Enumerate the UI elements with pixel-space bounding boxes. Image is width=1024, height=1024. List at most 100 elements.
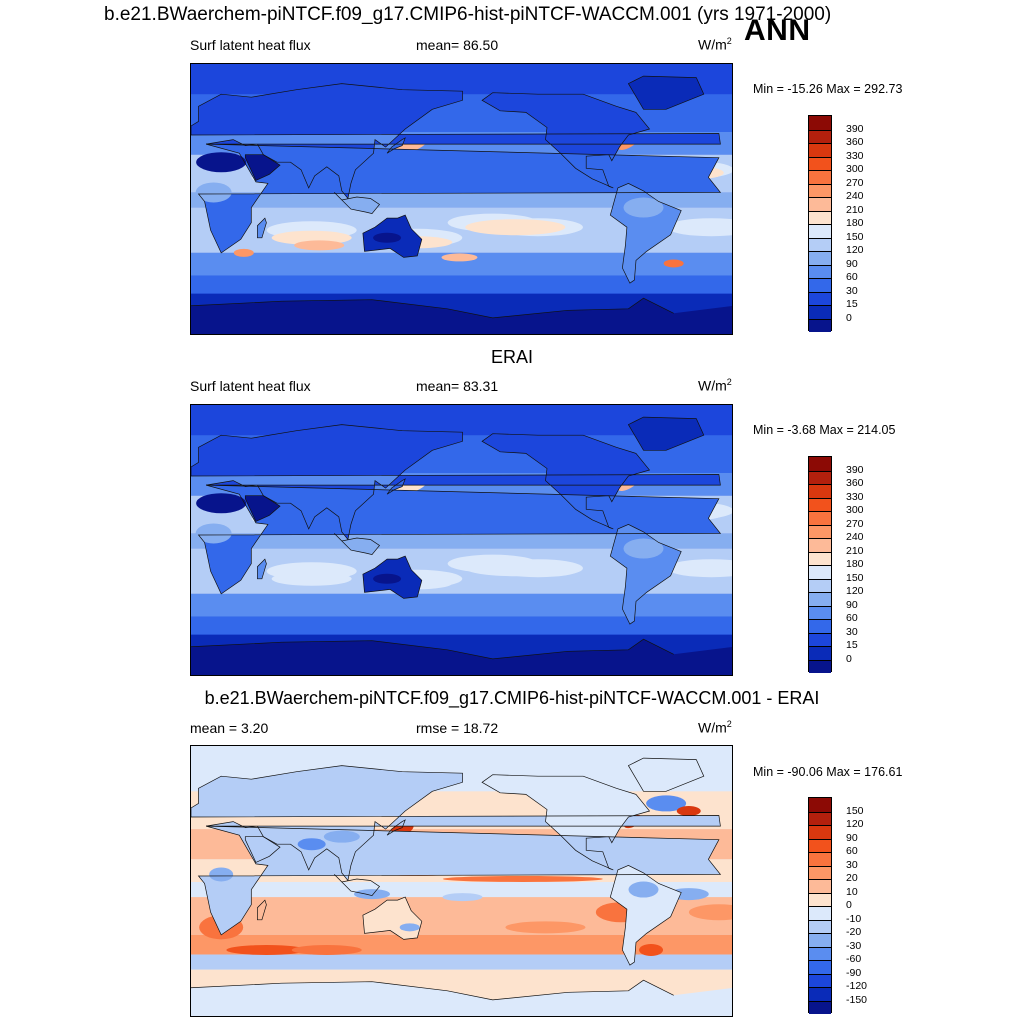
colorbar-swatch bbox=[809, 946, 831, 960]
panel-3-title: b.e21.BWaerchem-piNTCF.f09_g17.CMIP6-his… bbox=[204, 688, 820, 708]
colorbar-tick-label: 0 bbox=[846, 899, 852, 911]
colorbar-swatch bbox=[809, 933, 831, 947]
colorbar-swatch bbox=[809, 619, 831, 633]
panel-1-units: W/m2 bbox=[698, 36, 732, 53]
colorbar-tick-label: 210 bbox=[846, 203, 864, 216]
panel-3-minmax: Min = -90.06 Max = 176.61 bbox=[753, 765, 903, 779]
colorbar-swatch bbox=[809, 278, 831, 292]
colorbar-tick-label: -30 bbox=[846, 939, 862, 952]
colorbar-tick-label: 300 bbox=[846, 163, 864, 175]
colorbar-tick-label: 10 bbox=[846, 885, 858, 898]
colorbar-tick-label: 0 bbox=[846, 652, 852, 665]
panel-3-map bbox=[190, 745, 733, 1017]
colorbar-tick-label: 90 bbox=[846, 831, 858, 844]
colorbar-tick-label: 360 bbox=[846, 477, 864, 489]
colorbar-swatch bbox=[809, 484, 831, 498]
colorbar-swatch bbox=[809, 825, 831, 839]
colorbar-tick-label: 30 bbox=[846, 625, 858, 638]
colorbar-tick-label: 120 bbox=[846, 585, 864, 597]
panel-3-mean-label: mean = 3.20 bbox=[190, 720, 269, 736]
colorbar-swatch bbox=[809, 156, 831, 170]
panel-1-mean-label: mean= 86.50 bbox=[416, 37, 499, 53]
colorbar-swatch bbox=[809, 892, 831, 906]
panel-2-mean-label: mean= 83.31 bbox=[416, 378, 499, 394]
colorbar-tick-label: 270 bbox=[846, 517, 864, 530]
colorbar-swatch bbox=[809, 524, 831, 538]
colorbar-tick-label: 150 bbox=[846, 230, 864, 243]
colorbar-tick-label: 330 bbox=[846, 149, 864, 162]
colorbar-tick-label: -120 bbox=[846, 980, 868, 992]
colorbar-tick-label: -60 bbox=[846, 953, 862, 965]
colorbar-swatch bbox=[809, 646, 831, 660]
colorbar-tick-label: 270 bbox=[846, 176, 864, 189]
colorbar-swatch bbox=[809, 811, 831, 825]
colorbar-tick-label: 390 bbox=[846, 122, 864, 135]
colorbar-tick-label: 90 bbox=[846, 598, 858, 611]
colorbar-swatch bbox=[809, 973, 831, 987]
panel-1-minmax: Min = -15.26 Max = 292.73 bbox=[753, 82, 903, 96]
colorbar-tick-label: 30 bbox=[846, 858, 858, 871]
colorbar-swatch bbox=[809, 291, 831, 305]
colorbar-swatch bbox=[809, 960, 831, 974]
colorbar-swatch bbox=[809, 879, 831, 893]
colorbar-tick-label: -150 bbox=[846, 993, 868, 1006]
colorbar-swatch bbox=[809, 798, 831, 812]
panel-2-title: ERAI bbox=[490, 347, 533, 367]
colorbar-swatch bbox=[809, 538, 831, 552]
colorbar-swatch bbox=[809, 511, 831, 525]
colorbar-tick-label: 150 bbox=[846, 804, 864, 817]
colorbar-tick-label: 300 bbox=[846, 504, 864, 516]
colorbar-tick-label: 180 bbox=[846, 558, 864, 570]
colorbar-swatch bbox=[809, 470, 831, 484]
colorbar-swatch bbox=[809, 906, 831, 920]
panel-2-map bbox=[190, 404, 733, 676]
panel-2-minmax: Min = -3.68 Max = 214.05 bbox=[753, 423, 896, 437]
colorbar-swatch bbox=[809, 237, 831, 251]
colorbar-swatch bbox=[809, 659, 831, 673]
colorbar-tick-label: 120 bbox=[846, 244, 864, 256]
colorbar-swatch bbox=[809, 497, 831, 511]
colorbar-tick-label: 90 bbox=[846, 257, 858, 270]
colorbar-tick-label: 180 bbox=[846, 217, 864, 229]
panel-3-units: W/m2 bbox=[698, 719, 732, 736]
colorbar-swatch bbox=[809, 305, 831, 319]
colorbar-swatch bbox=[809, 264, 831, 278]
colorbar-swatch bbox=[809, 632, 831, 646]
panel-1-colorbar bbox=[808, 115, 832, 332]
colorbar-swatch bbox=[809, 318, 831, 332]
panel-2-colorbar bbox=[808, 456, 832, 673]
colorbar-tick-label: 60 bbox=[846, 271, 858, 283]
colorbar-swatch bbox=[809, 197, 831, 211]
colorbar-tick-label: 330 bbox=[846, 490, 864, 503]
colorbar-tick-label: -10 bbox=[846, 912, 862, 925]
panel-1-map bbox=[190, 63, 733, 335]
colorbar-swatch bbox=[809, 457, 831, 471]
panel-1-variable-label: Surf latent heat flux bbox=[190, 37, 311, 53]
colorbar-swatch bbox=[809, 865, 831, 879]
colorbar-tick-label: 30 bbox=[846, 284, 858, 297]
colorbar-swatch bbox=[809, 224, 831, 238]
colorbar-swatch bbox=[809, 183, 831, 197]
colorbar-tick-label: 240 bbox=[846, 531, 864, 543]
season-label: ANN bbox=[744, 14, 811, 47]
colorbar-swatch bbox=[809, 251, 831, 265]
colorbar-swatch bbox=[809, 143, 831, 157]
colorbar-swatch bbox=[809, 210, 831, 224]
colorbar-swatch bbox=[809, 838, 831, 852]
colorbar-swatch bbox=[809, 129, 831, 143]
colorbar-swatch bbox=[809, 565, 831, 579]
colorbar-swatch bbox=[809, 605, 831, 619]
colorbar-swatch bbox=[809, 592, 831, 606]
colorbar-tick-label: 15 bbox=[846, 298, 858, 310]
map-field bbox=[191, 64, 732, 334]
panel-3-rmse-label: rmse = 18.72 bbox=[416, 720, 499, 736]
panel-3-colorbar bbox=[808, 797, 832, 1014]
colorbar-tick-label: 60 bbox=[846, 612, 858, 624]
panel-2-units: W/m2 bbox=[698, 377, 732, 394]
colorbar-swatch bbox=[809, 551, 831, 565]
colorbar-tick-label: -90 bbox=[846, 966, 862, 979]
colorbar-tick-label: 0 bbox=[846, 311, 852, 324]
colorbar-swatch bbox=[809, 1000, 831, 1014]
colorbar-tick-label: 210 bbox=[846, 544, 864, 557]
colorbar-tick-label: 360 bbox=[846, 136, 864, 148]
